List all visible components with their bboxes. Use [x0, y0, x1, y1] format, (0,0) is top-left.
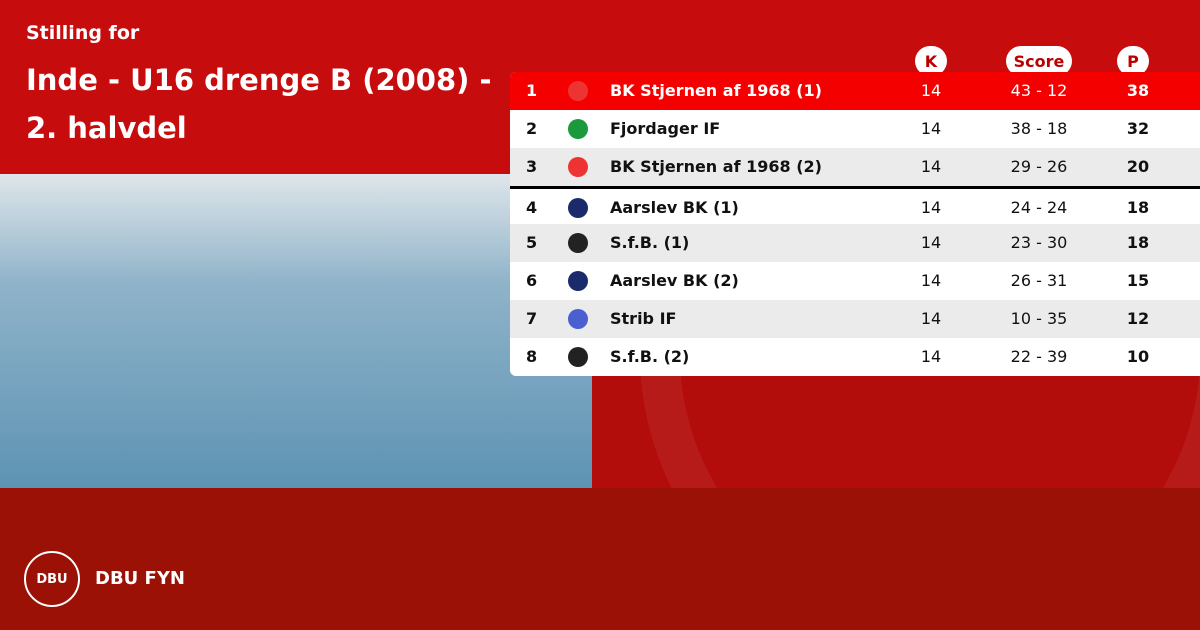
futsal-photo: [0, 174, 592, 488]
matches-played: 14: [920, 309, 942, 328]
matches-played: 14: [920, 271, 942, 290]
matches-played: 14: [920, 81, 942, 100]
dbu-logo-text: DBU: [36, 571, 68, 587]
column-header-score: Score: [1006, 46, 1072, 76]
table-row: 3 BK Stjernen af 1968 (2) 14 29 - 26 20: [510, 148, 1200, 186]
score: 38 - 18: [1010, 119, 1068, 138]
points: 38: [1126, 81, 1150, 100]
sfb-logo-icon: [568, 347, 588, 367]
points: 15: [1126, 271, 1150, 290]
strib-logo-icon: [568, 309, 588, 329]
points: 18: [1126, 233, 1150, 252]
points: 20: [1126, 157, 1150, 176]
rank: 5: [526, 233, 538, 252]
matches-played: 14: [920, 157, 942, 176]
matches-played: 14: [920, 198, 942, 217]
matches-played: 14: [920, 347, 942, 366]
bk-stjernen-logo-icon: [568, 81, 588, 101]
score: 23 - 30: [1010, 233, 1068, 252]
table-row: 5 S.f.B. (1) 14 23 - 30 18: [510, 224, 1200, 262]
subtitle: Stilling for: [26, 22, 140, 44]
rank: 7: [526, 309, 538, 328]
rank: 8: [526, 347, 538, 366]
table-row: 2 Fjordager IF 14 38 - 18 32: [510, 110, 1200, 148]
score: 24 - 24: [1010, 198, 1068, 217]
table-row: 8 S.f.B. (2) 14 22 - 39 10: [510, 338, 1200, 376]
column-header-p: P: [1117, 46, 1149, 76]
points: 12: [1126, 309, 1150, 328]
bk-stjernen-logo-icon: [568, 157, 588, 177]
points: 18: [1126, 198, 1150, 217]
team-name: S.f.B. (1): [610, 233, 690, 252]
rank: 4: [526, 198, 538, 217]
rank: 2: [526, 119, 538, 138]
team-name: S.f.B. (2): [610, 347, 690, 366]
score: 29 - 26: [1010, 157, 1068, 176]
team-name: Fjordager IF: [610, 119, 721, 138]
table-row: 6 Aarslev BK (2) 14 26 - 31 15: [510, 262, 1200, 300]
table-row: 1 BK Stjernen af 1968 (1) 14 43 - 12 38: [510, 72, 1200, 110]
standings-table: 1 BK Stjernen af 1968 (1) 14 43 - 12 38 2…: [510, 72, 1200, 376]
rank: 1: [526, 81, 538, 100]
brand-name: DBU FYN: [95, 568, 185, 589]
points: 32: [1126, 119, 1150, 138]
team-name: Aarslev BK (1): [610, 198, 739, 217]
points: 10: [1126, 347, 1150, 366]
team-name: Strib IF: [610, 309, 677, 328]
matches-played: 14: [920, 119, 942, 138]
score: 43 - 12: [1010, 81, 1068, 100]
rank: 6: [526, 271, 538, 290]
aarslev-logo-icon: [568, 198, 588, 218]
fjordager-logo-icon: [568, 119, 588, 139]
column-header-k: K: [915, 46, 947, 76]
team-name: BK Stjernen af 1968 (2): [610, 157, 822, 176]
dbu-logo: DBU: [24, 551, 80, 607]
team-name: BK Stjernen af 1968 (1): [610, 81, 822, 100]
aarslev-logo-icon: [568, 271, 588, 291]
page-title: Inde - U16 drenge B (2008) - 2. halvdel: [26, 63, 492, 145]
score: 10 - 35: [1010, 309, 1068, 328]
score: 26 - 31: [1010, 271, 1068, 290]
rank: 3: [526, 157, 538, 176]
table-row: 4 Aarslev BK (1) 14 24 - 24 18: [510, 186, 1200, 224]
score: 22 - 39: [1010, 347, 1068, 366]
matches-played: 14: [920, 233, 942, 252]
team-name: Aarslev BK (2): [610, 271, 739, 290]
sfb-logo-icon: [568, 233, 588, 253]
table-row: 7 Strib IF 14 10 - 35 12: [510, 300, 1200, 338]
